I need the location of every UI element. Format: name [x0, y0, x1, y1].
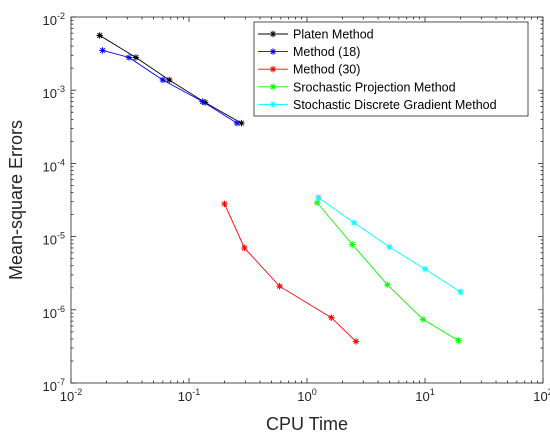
data-point-1-2	[132, 54, 140, 61]
series-5	[315, 194, 464, 296]
data-point-2-1	[99, 47, 106, 54]
data-point-2-5	[233, 119, 241, 127]
data-point-3-5	[352, 338, 360, 345]
series-4	[313, 199, 462, 344]
y-axis-label: Mean-square Errors	[6, 120, 26, 280]
legend-label-2: Method (18)	[293, 45, 360, 59]
data-point-5-3	[386, 243, 393, 251]
series-1	[96, 32, 245, 127]
data-point-4-3	[384, 281, 391, 288]
data-point-5-2	[350, 219, 358, 226]
legend-label-4: Srochastic Projection Method	[293, 80, 456, 94]
data-point-5-4	[421, 265, 429, 273]
data-point-4-4	[419, 316, 427, 323]
data-point-4-1	[313, 199, 321, 206]
legend-marker-2	[269, 48, 277, 55]
data-point-5-1	[315, 194, 322, 201]
data-point-2-4	[199, 98, 206, 105]
x-axis-label: CPU Time	[266, 414, 348, 434]
data-point-2-2	[125, 54, 133, 61]
legend-label-3: Method (30)	[293, 63, 360, 77]
legend-marker-3	[269, 66, 277, 73]
legend-marker-4	[269, 83, 277, 90]
data-point-1-1	[96, 32, 103, 39]
tick-layer: 10-2 10-1 100 101 102 10-7 10-6 10-5 10-4 10-3 10-…	[43, 11, 550, 404]
legend-item-3: Method (30)	[258, 63, 360, 77]
data-point-1-3	[166, 76, 173, 84]
y-tick-label-2: 10-6	[43, 304, 65, 321]
y-tick-label-5: 10-3	[43, 84, 65, 101]
x-tick-label-3: 100	[297, 387, 316, 404]
x-tick-label-2: 10-1	[178, 387, 200, 404]
x-tick-label-5: 102	[533, 387, 550, 404]
legend-item-4: Srochastic Projection Method	[258, 80, 456, 94]
legend-item-5: Stochastic Discrete Gradient Method	[258, 98, 497, 112]
x-tick-label-1: 10-2	[60, 387, 82, 404]
data-point-3-3	[276, 283, 283, 290]
data-point-2-3	[159, 76, 167, 84]
data-point-5-5	[457, 288, 464, 296]
legend-label-1: Platen Method	[293, 28, 374, 42]
data-point-3-1	[221, 200, 228, 208]
legend-marker-5	[269, 101, 277, 108]
legend-item-2: Method (18)	[258, 45, 360, 59]
legend-item-1: Platen Method	[258, 28, 374, 42]
series-3	[221, 200, 360, 345]
y-tick-label-1: 10-7	[43, 377, 65, 394]
x-tick-label-4: 101	[415, 387, 434, 404]
y-tick-label-3: 10-5	[43, 231, 65, 248]
y-tick-label-4: 10-4	[43, 157, 65, 174]
series-2	[99, 47, 241, 127]
legend-box	[253, 21, 529, 117]
legend-marker-1	[269, 30, 277, 38]
data-point-3-2	[241, 244, 248, 252]
series-layer	[96, 32, 464, 345]
data-point-4-2	[349, 241, 356, 248]
legend-label-5: Stochastic Discrete Gradient Method	[293, 98, 497, 112]
y-tick-label-6: 10-2	[43, 11, 65, 28]
legend: Platen Method Method (18) Method (30) Sroch…	[253, 21, 529, 117]
data-point-4-5	[455, 337, 462, 344]
data-point-3-4	[328, 314, 335, 321]
